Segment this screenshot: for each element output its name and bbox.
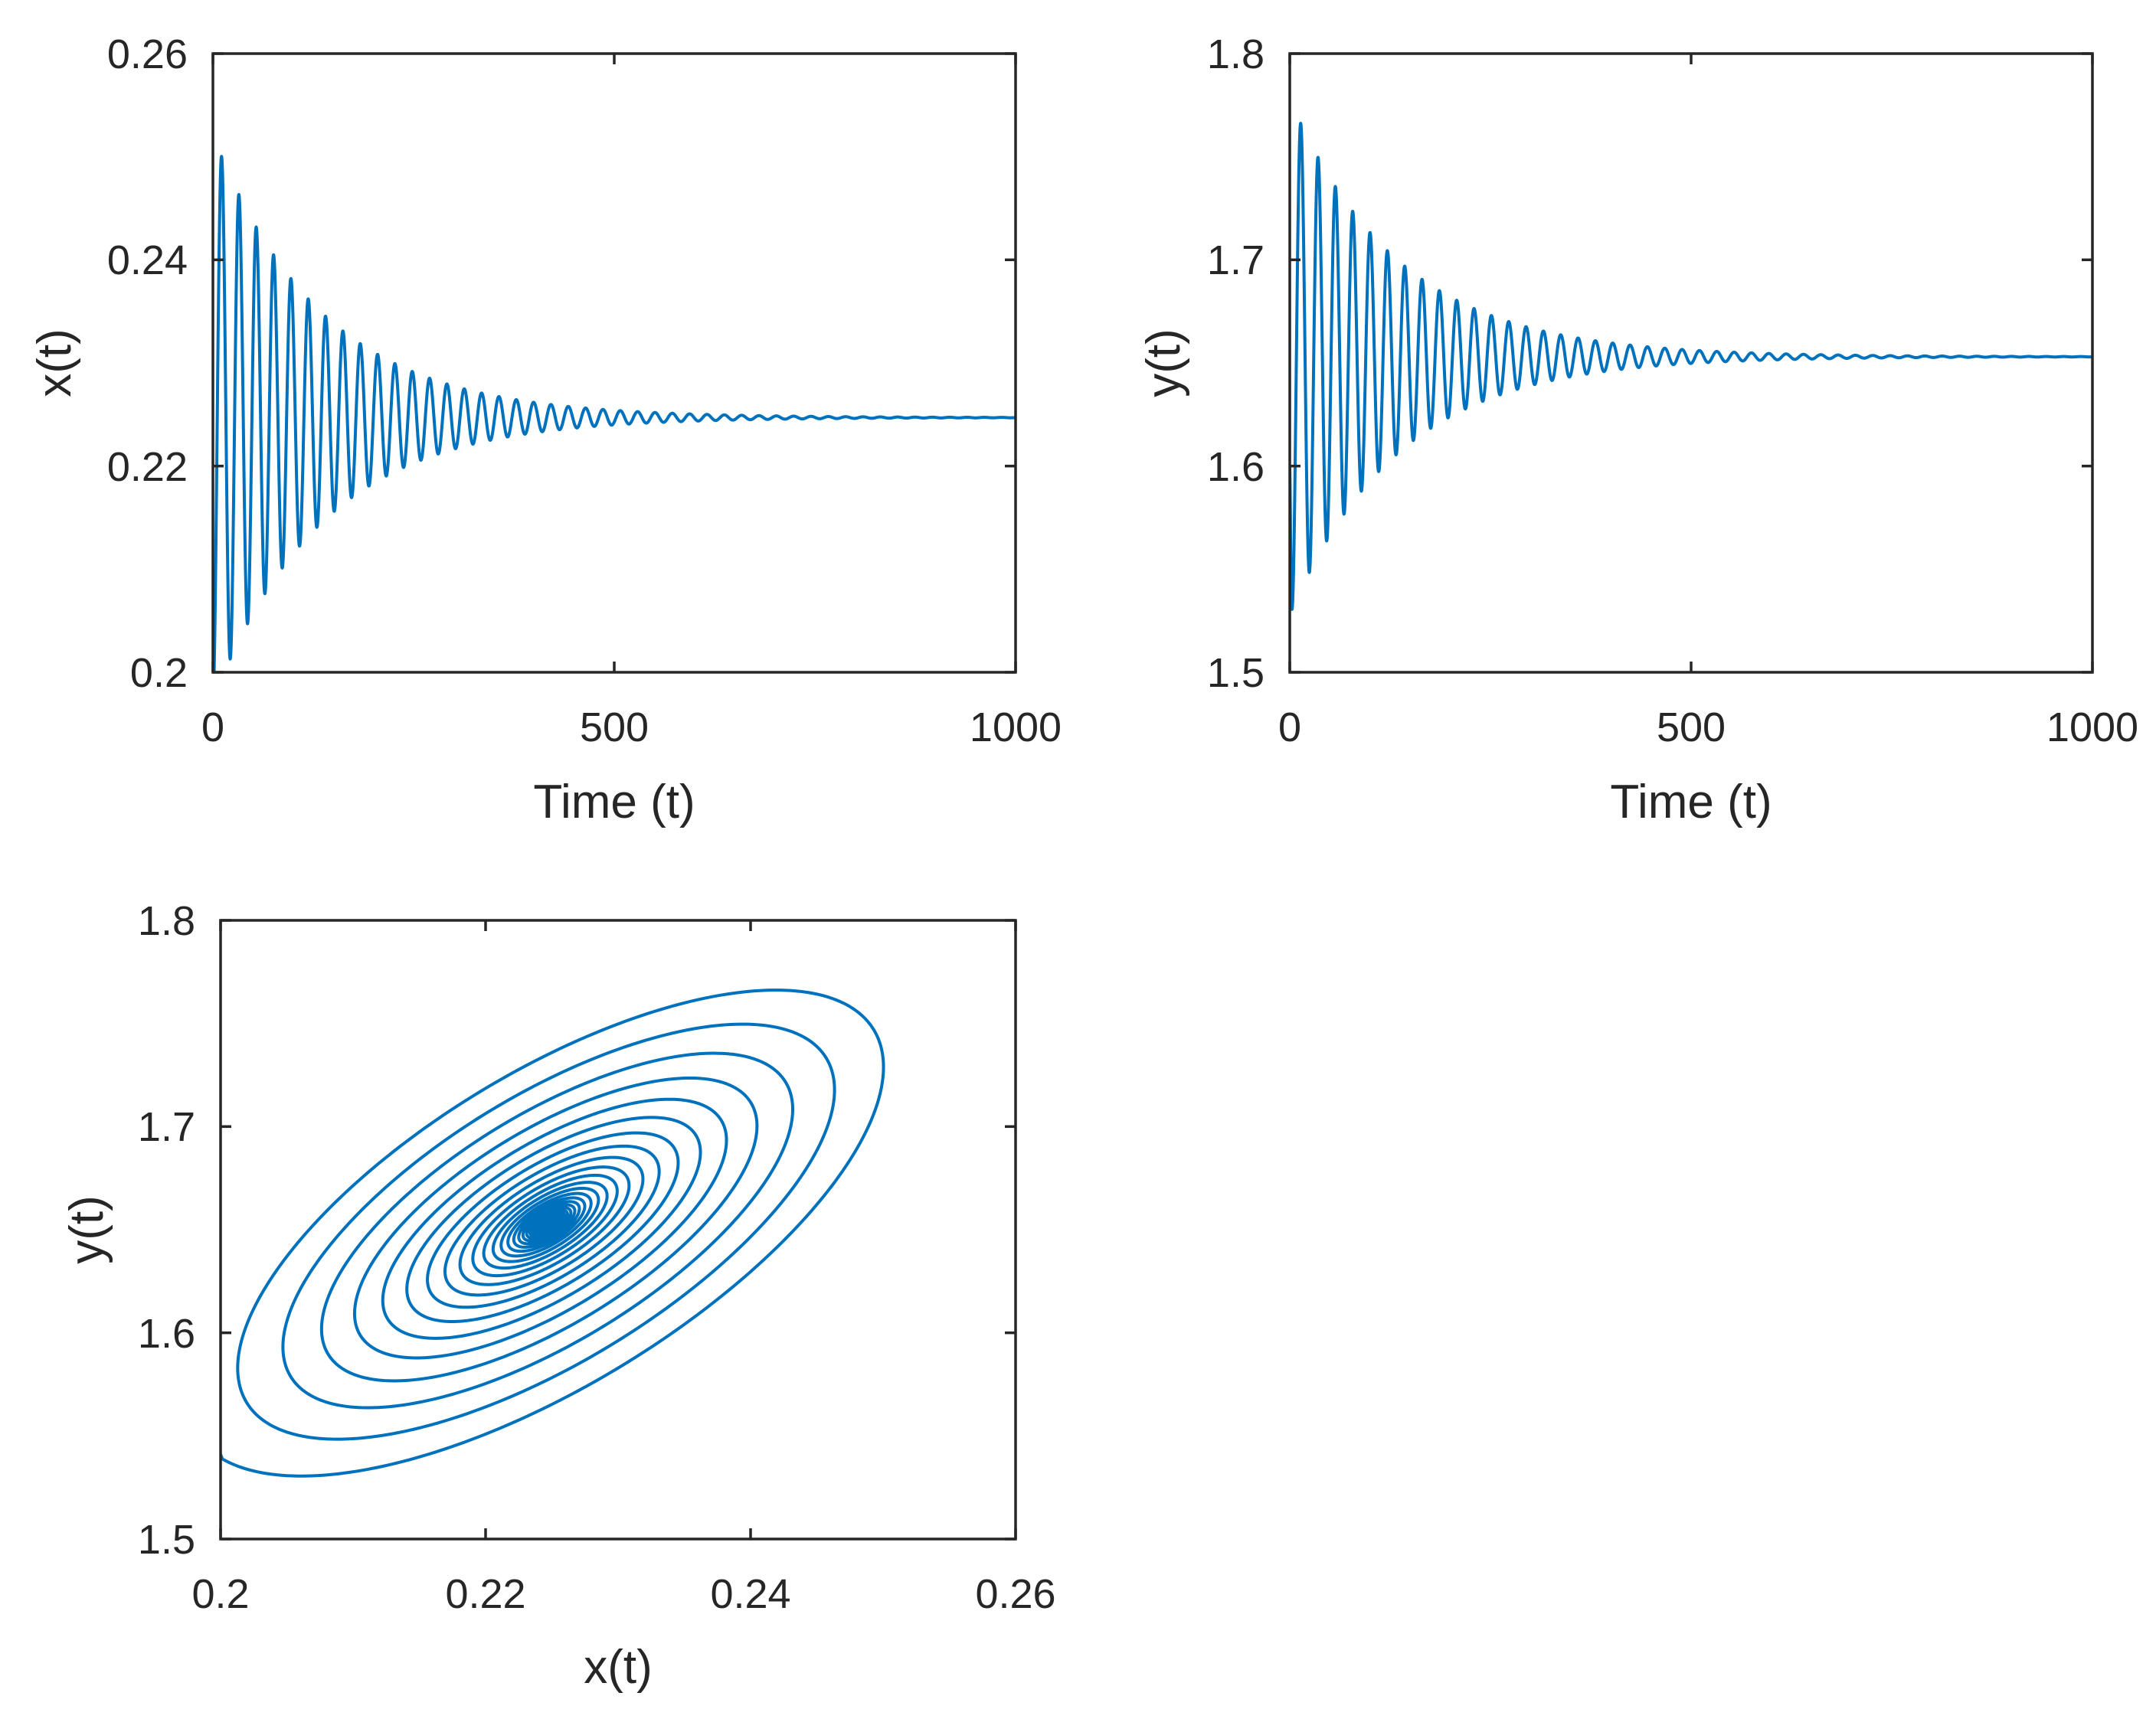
x-time-xtick-label: 0 <box>201 704 224 750</box>
y-time-ytick-label: 1.8 <box>1207 31 1264 77</box>
phase-portrait-xtick-label: 0.26 <box>975 1571 1055 1617</box>
x-time-ytick-label: 0.26 <box>107 31 188 77</box>
phase-portrait-ticks <box>219 919 1017 1541</box>
y-time-ytick-label: 1.7 <box>1207 237 1264 283</box>
phase-portrait-xlabel: x(t) <box>584 1641 653 1694</box>
phase-portrait-plot-series <box>221 988 885 1478</box>
panel-phase-portrait: 0.2 0.22 0.24 0.26 1.5 1.6 1.7 1.8 x(t) … <box>61 898 1056 1694</box>
x-time-ytick-label: 0.22 <box>107 444 188 490</box>
y-time-plot-series <box>1290 122 2092 611</box>
x-time-ylabel: x(t) <box>28 328 81 397</box>
y-time-xlabel: Time (t) <box>1610 776 1772 828</box>
y-time-xtick-label: 0 <box>1278 704 1301 750</box>
y-time-xtick-label: 500 <box>1657 704 1726 750</box>
x-time-xtick-label: 1000 <box>970 704 1062 750</box>
series-line <box>1290 122 2092 611</box>
y-time-ytick-label: 1.6 <box>1207 444 1264 490</box>
x-time-xtick-label: 500 <box>580 704 649 750</box>
x-time-plot-series <box>213 155 1016 672</box>
phase-portrait-xtick-label: 0.22 <box>445 1571 525 1617</box>
panel-y-time: 0 500 1000 1.5 1.6 1.7 1.8 Time (t) y(t) <box>1137 31 2138 828</box>
series-line <box>213 155 1016 672</box>
y-time-ytick-label: 1.5 <box>1207 650 1264 696</box>
phase-portrait-xtick-label: 0.24 <box>710 1571 790 1617</box>
phase-portrait-ylabel: y(t) <box>61 1195 113 1264</box>
phase-portrait-ytick-label: 1.6 <box>138 1311 195 1357</box>
x-time-xlabel: Time (t) <box>533 776 695 828</box>
y-time-ylabel: y(t) <box>1137 328 1190 397</box>
phase-portrait-ytick-label: 1.7 <box>138 1104 195 1150</box>
phase-portrait-axes-frame <box>219 919 1017 1541</box>
y-time-xtick-label: 1000 <box>2046 704 2138 750</box>
y-time-ticks <box>1288 52 2094 674</box>
panel-x-time: 0 500 1000 0.2 0.22 0.24 0.26 Time (t) x… <box>28 31 1062 828</box>
phase-portrait-ytick-label: 1.5 <box>138 1517 195 1563</box>
x-time-ytick-label: 0.24 <box>107 237 188 283</box>
x-time-ytick-label: 0.2 <box>130 650 188 696</box>
series-line <box>221 988 885 1478</box>
phase-portrait-xtick-label: 0.2 <box>191 1571 249 1617</box>
phase-portrait-ytick-label: 1.8 <box>138 898 195 944</box>
x-time-ticks <box>211 52 1017 674</box>
